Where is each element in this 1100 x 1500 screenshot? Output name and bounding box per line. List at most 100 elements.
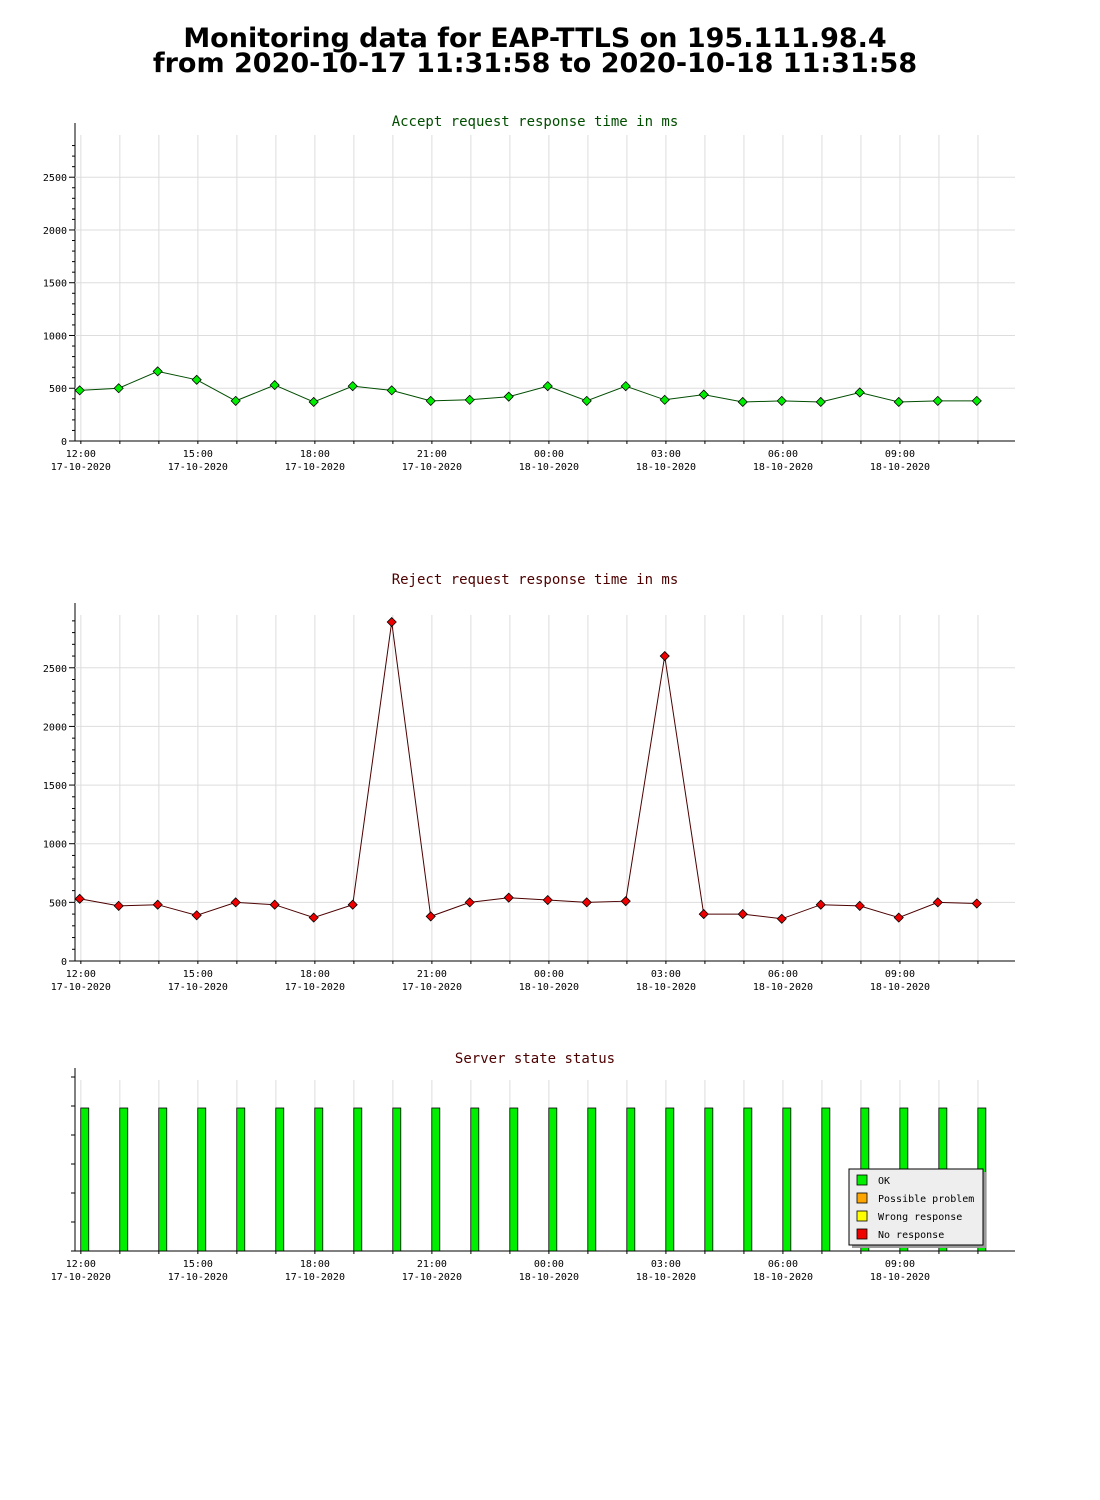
x-tick-label-time: 12:00 xyxy=(66,449,96,460)
x-tick-label-time: 12:00 xyxy=(66,969,96,980)
data-point-marker xyxy=(581,395,592,406)
data-point-marker xyxy=(308,912,319,923)
data-point-marker xyxy=(815,396,826,408)
x-tick-label-date: 17-10-2020 xyxy=(402,462,462,473)
data-point-marker xyxy=(620,896,631,907)
data-point-marker xyxy=(464,897,475,908)
data-point-marker xyxy=(893,396,904,408)
status-bar xyxy=(470,1107,480,1252)
data-point-marker xyxy=(659,650,670,662)
legend-swatch xyxy=(856,1210,868,1222)
x-tick-label-time: 18:00 xyxy=(300,1259,330,1270)
data-point-marker xyxy=(269,899,280,910)
x-tick-label-date: 17-10-2020 xyxy=(285,1272,345,1283)
x-tick-label-time: 18:00 xyxy=(300,969,330,980)
status-bar xyxy=(80,1107,90,1252)
series-line xyxy=(79,370,977,403)
reject-response-chart: Reject request response time in ms 12:00 1… xyxy=(43,572,1015,993)
data-point-marker xyxy=(230,395,241,406)
chart-title: Accept request response time in ms xyxy=(392,114,679,130)
y-tick-label: 500 xyxy=(49,384,67,395)
data-point-marker xyxy=(893,912,904,923)
x-tick-label-time: 09:00 xyxy=(885,969,915,980)
x-tick-label-date: 18-10-2020 xyxy=(870,1272,930,1283)
data-point-marker xyxy=(74,385,85,396)
data-point-marker xyxy=(152,899,163,910)
chart-title: Server state status xyxy=(455,1051,615,1067)
status-bar xyxy=(743,1107,753,1252)
x-tick-label-date: 18-10-2020 xyxy=(519,462,579,473)
data-point-marker xyxy=(815,899,826,910)
x-tick-label-date: 17-10-2020 xyxy=(285,462,345,473)
data-point-marker xyxy=(659,394,670,405)
data-point-marker xyxy=(347,381,358,392)
x-tick-label-date: 17-10-2020 xyxy=(168,462,228,473)
data-point-marker xyxy=(347,899,358,910)
page-title-line-1: Monitoring data for EAP-TTLS on 195.111.… xyxy=(183,23,887,54)
x-tick-label-time: 15:00 xyxy=(183,969,213,980)
x-tick-label-time: 18:00 xyxy=(300,449,330,460)
x-tick-label-time: 06:00 xyxy=(768,969,798,980)
x-tick-label-date: 17-10-2020 xyxy=(51,982,111,993)
x-tick-label-date: 17-10-2020 xyxy=(402,1272,462,1283)
x-tick-label-time: 06:00 xyxy=(768,449,798,460)
status-bar xyxy=(548,1107,558,1252)
y-tick-label: 1000 xyxy=(43,840,67,851)
x-tick-label-time: 09:00 xyxy=(885,449,915,460)
x-tick-label-date: 18-10-2020 xyxy=(753,982,813,993)
data-point-marker xyxy=(854,387,865,398)
data-point-marker xyxy=(269,380,280,391)
legend-label: OK xyxy=(878,1176,890,1187)
status-bar xyxy=(236,1107,246,1252)
x-tick-label-time: 00:00 xyxy=(534,449,564,460)
x-tick-label-date: 18-10-2020 xyxy=(636,1272,696,1283)
data-point-marker xyxy=(932,395,943,406)
status-bar xyxy=(782,1107,792,1252)
status-bar xyxy=(158,1107,168,1252)
x-tick-label-date: 18-10-2020 xyxy=(753,462,813,473)
data-point-marker xyxy=(230,897,241,908)
x-tick-label-time: 21:00 xyxy=(417,969,447,980)
data-point-marker xyxy=(737,909,748,920)
y-tick-label: 0 xyxy=(61,957,67,968)
x-tick-label-date: 18-10-2020 xyxy=(636,982,696,993)
chart-title: Reject request response time in ms xyxy=(392,572,679,588)
status-bar xyxy=(197,1107,207,1252)
data-point-marker xyxy=(191,374,202,385)
data-point-marker xyxy=(503,892,514,903)
y-tick-label: 2000 xyxy=(43,226,67,237)
legend-label: Possible problem xyxy=(878,1194,974,1205)
status-bar xyxy=(509,1107,519,1252)
status-bar xyxy=(119,1107,129,1252)
x-tick-label-time: 06:00 xyxy=(768,1259,798,1270)
y-tick-label: 1000 xyxy=(43,331,67,342)
data-point-marker xyxy=(698,909,709,920)
x-tick-label-date: 17-10-2020 xyxy=(402,982,462,993)
x-tick-label-date: 17-10-2020 xyxy=(168,1272,228,1283)
status-bar xyxy=(587,1107,597,1252)
x-tick-label-date: 17-10-2020 xyxy=(51,1272,111,1283)
x-tick-label-time: 21:00 xyxy=(417,1259,447,1270)
page-title-line-2: from 2020-10-17 11:31:58 to 2020-10-18 1… xyxy=(152,48,918,79)
legend-swatch xyxy=(856,1228,868,1240)
x-tick-label-date: 18-10-2020 xyxy=(519,1272,579,1283)
x-tick-label-time: 03:00 xyxy=(651,1259,681,1270)
data-point-marker xyxy=(503,391,514,402)
y-tick-label: 2500 xyxy=(43,173,67,184)
x-tick-label-date: 17-10-2020 xyxy=(285,982,345,993)
data-point-marker xyxy=(191,910,202,921)
series-line xyxy=(79,621,977,920)
x-tick-label-time: 00:00 xyxy=(534,1259,564,1270)
status-bar xyxy=(665,1107,675,1252)
data-point-marker xyxy=(113,900,124,911)
x-tick-label-date: 18-10-2020 xyxy=(870,982,930,993)
y-tick-label: 1500 xyxy=(43,781,67,792)
x-tick-label-time: 00:00 xyxy=(534,969,564,980)
status-bar xyxy=(704,1107,714,1252)
x-tick-label-date: 17-10-2020 xyxy=(51,462,111,473)
status-bar xyxy=(626,1107,636,1252)
server-status-chart: Server state status 12:00 17-10-2020 15:00 1… xyxy=(51,1051,1015,1283)
data-point-marker xyxy=(386,385,397,396)
y-tick-label: 1500 xyxy=(43,279,67,290)
data-point-marker xyxy=(113,383,124,394)
